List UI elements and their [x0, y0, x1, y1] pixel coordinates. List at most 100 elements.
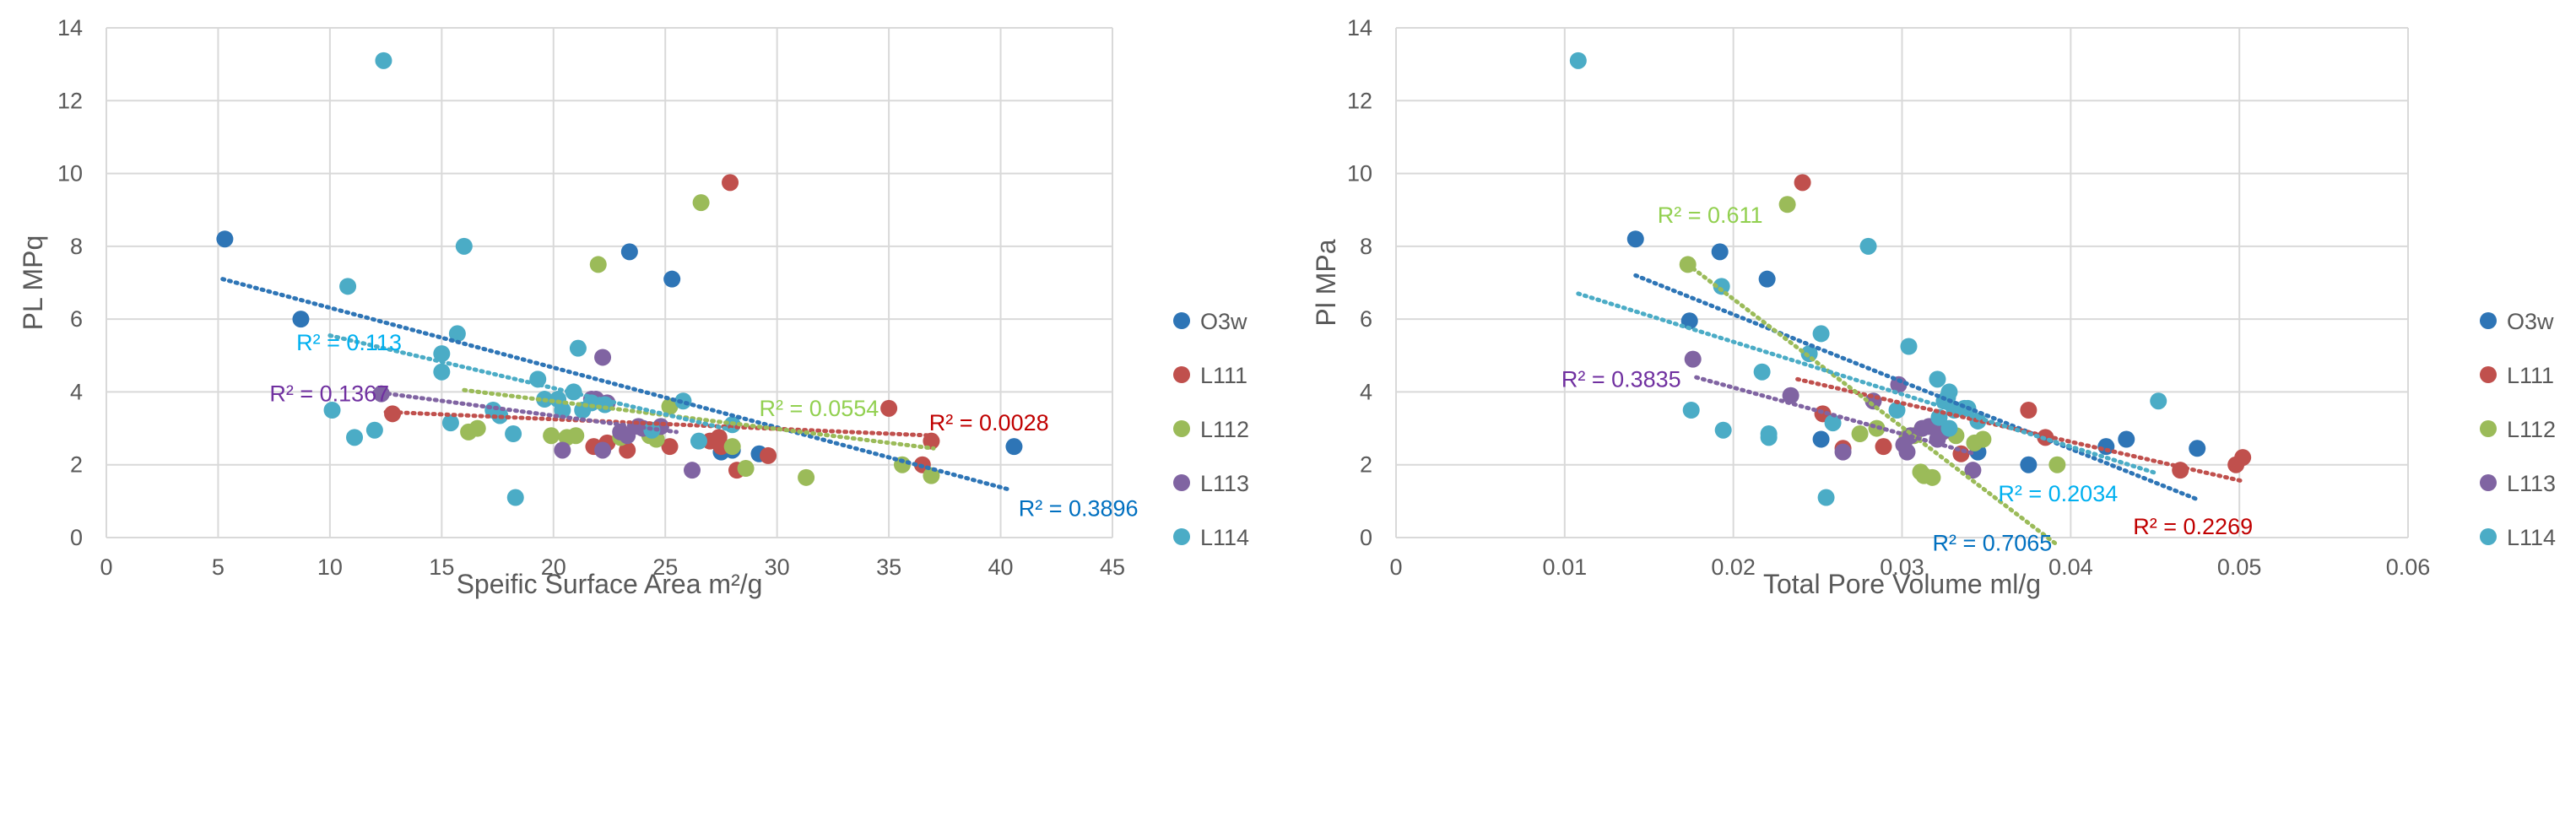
data-point-l112: [1778, 196, 1796, 214]
legend-marker-l113: [2480, 474, 2497, 491]
r-squared-label-l111: R² = 0.2269: [2133, 514, 2253, 539]
x-tick-label: 10: [317, 554, 343, 580]
data-point-o3w: [1005, 438, 1023, 456]
legend-label-l114: L114: [2507, 525, 2556, 550]
data-point-l112: [737, 460, 755, 478]
data-point-l114: [1714, 421, 1732, 439]
legend-label-l113: L113: [1200, 471, 1249, 496]
x-tick-label: 0.01: [1543, 554, 1588, 580]
y-tick-label: 6: [70, 306, 83, 332]
data-point-l114: [339, 278, 357, 295]
data-point-o3w: [1711, 243, 1729, 261]
data-point-l114: [1760, 429, 1778, 446]
data-point-l114: [455, 237, 473, 255]
y-tick-label: 4: [1360, 379, 1372, 404]
x-tick-label: 0: [100, 554, 112, 580]
data-point-l112: [1924, 468, 1941, 486]
data-point-l114: [433, 345, 451, 363]
y-tick-label: 0: [1360, 525, 1372, 550]
legend-marker-l111: [1173, 366, 1190, 383]
r-squared-label-l111: R² = 0.0028: [929, 410, 1049, 435]
legend-label-o3w: O3w: [1200, 309, 1247, 334]
data-point-l111: [880, 399, 898, 417]
data-point-l111: [722, 174, 739, 192]
legend-marker-l112: [2480, 420, 2497, 437]
trendline-l114: [327, 333, 735, 433]
series-L111: [384, 174, 940, 479]
x-tick-label: 0: [1389, 554, 1402, 580]
x-tick-label: 0.02: [1711, 554, 1756, 580]
trendline-o3w: [1633, 273, 2200, 502]
legend: O3w L111 L112 L113 L114: [2480, 309, 2556, 550]
legend-label-l113: L113: [2507, 471, 2556, 496]
data-point-l114: [323, 402, 341, 419]
x-tick-label: 15: [429, 554, 454, 580]
data-point-l114: [569, 339, 587, 357]
data-point-o3w: [2118, 430, 2135, 448]
data-point-l114: [1817, 489, 1835, 506]
x-tick-label: 0.05: [2217, 554, 2262, 580]
y-tick-label: 0: [70, 525, 83, 550]
data-point-l114: [1812, 325, 1830, 343]
trendline-l113: [372, 389, 679, 435]
y-tick-label: 2: [70, 452, 83, 478]
data-point-l112: [1974, 430, 1992, 448]
data-point-l111: [2234, 449, 2252, 467]
data-point-l112: [589, 256, 607, 273]
x-tick-label: 0.04: [2048, 554, 2093, 580]
series-L114: [323, 51, 741, 506]
r-squared-label-l114: R² = 0.2034: [1998, 481, 2118, 506]
legend-label-o3w: O3w: [2507, 309, 2554, 334]
trendline-l111: [383, 409, 936, 438]
data-point-l111: [661, 438, 679, 456]
data-point-l113: [684, 462, 701, 479]
legend-label-l112: L112: [1200, 417, 1249, 442]
legend-marker-l112: [1173, 420, 1190, 437]
r-squared-label-o3w: R² = 0.3896: [1019, 495, 1139, 521]
data-point-l113: [1898, 443, 1916, 461]
data-point-o3w: [663, 270, 681, 288]
data-point-l112: [798, 468, 815, 486]
y-axis-title: Pl MPa: [1311, 239, 1341, 326]
data-point-l114: [554, 402, 571, 419]
data-point-l111: [760, 446, 777, 464]
data-point-l114: [441, 414, 459, 432]
data-point-l112: [692, 194, 710, 212]
data-point-o3w: [216, 230, 234, 248]
data-point-l114: [1753, 363, 1771, 381]
data-point-l114: [375, 51, 392, 69]
legend-marker-l111: [2480, 366, 2497, 383]
data-point-l114: [448, 325, 466, 343]
legend-marker-o3w: [2480, 312, 2497, 329]
x-tick-label: 25: [652, 554, 678, 580]
legend-label-l111: L111: [2507, 363, 2554, 388]
legend: O3w L111 L112 L113 L114: [1173, 309, 1249, 550]
x-tick-label: 0.03: [1880, 554, 1924, 580]
chart-surface-area: 0 5 10 15 20 25 30 35 40 45 0 2 4 6 8 10 12 14 Speific Sur…: [18, 15, 1249, 599]
trendline-o3w: [220, 277, 1015, 493]
data-point-l113: [1964, 462, 1982, 479]
data-point-l113: [1684, 350, 1702, 368]
data-point-l113: [1782, 387, 1799, 404]
x-tick-label: 20: [541, 554, 566, 580]
data-point-l112: [468, 419, 486, 437]
chart-pore-volume: 0 0.01 0.02 0.03 0.04 0.05 0.06 0 2 4 6 8 10 12 14 Tota…: [1311, 15, 2556, 599]
x-tick-label: 0.06: [2386, 554, 2431, 580]
data-point-l114: [1888, 402, 1906, 419]
data-point-l114: [506, 489, 524, 506]
y-tick-label: 6: [1360, 306, 1372, 332]
data-point-l111: [1875, 438, 1892, 456]
data-point-l114: [690, 432, 707, 450]
y-tick-label: 4: [70, 379, 83, 404]
data-point-o3w: [1626, 230, 1644, 248]
r-squared-label-l113: R² = 0.3835: [1561, 366, 1681, 392]
data-point-l114: [1859, 237, 1877, 255]
data-point-l111: [1794, 174, 1811, 192]
legend-marker-l114: [2480, 528, 2497, 545]
data-point-l114: [1929, 370, 1946, 388]
data-point-l111: [2020, 402, 2038, 419]
data-point-l114: [1940, 419, 1958, 437]
y-tick-label: 14: [1347, 15, 1372, 41]
legend-label-l112: L112: [2507, 417, 2556, 442]
trendline-l114: [1576, 291, 2161, 476]
